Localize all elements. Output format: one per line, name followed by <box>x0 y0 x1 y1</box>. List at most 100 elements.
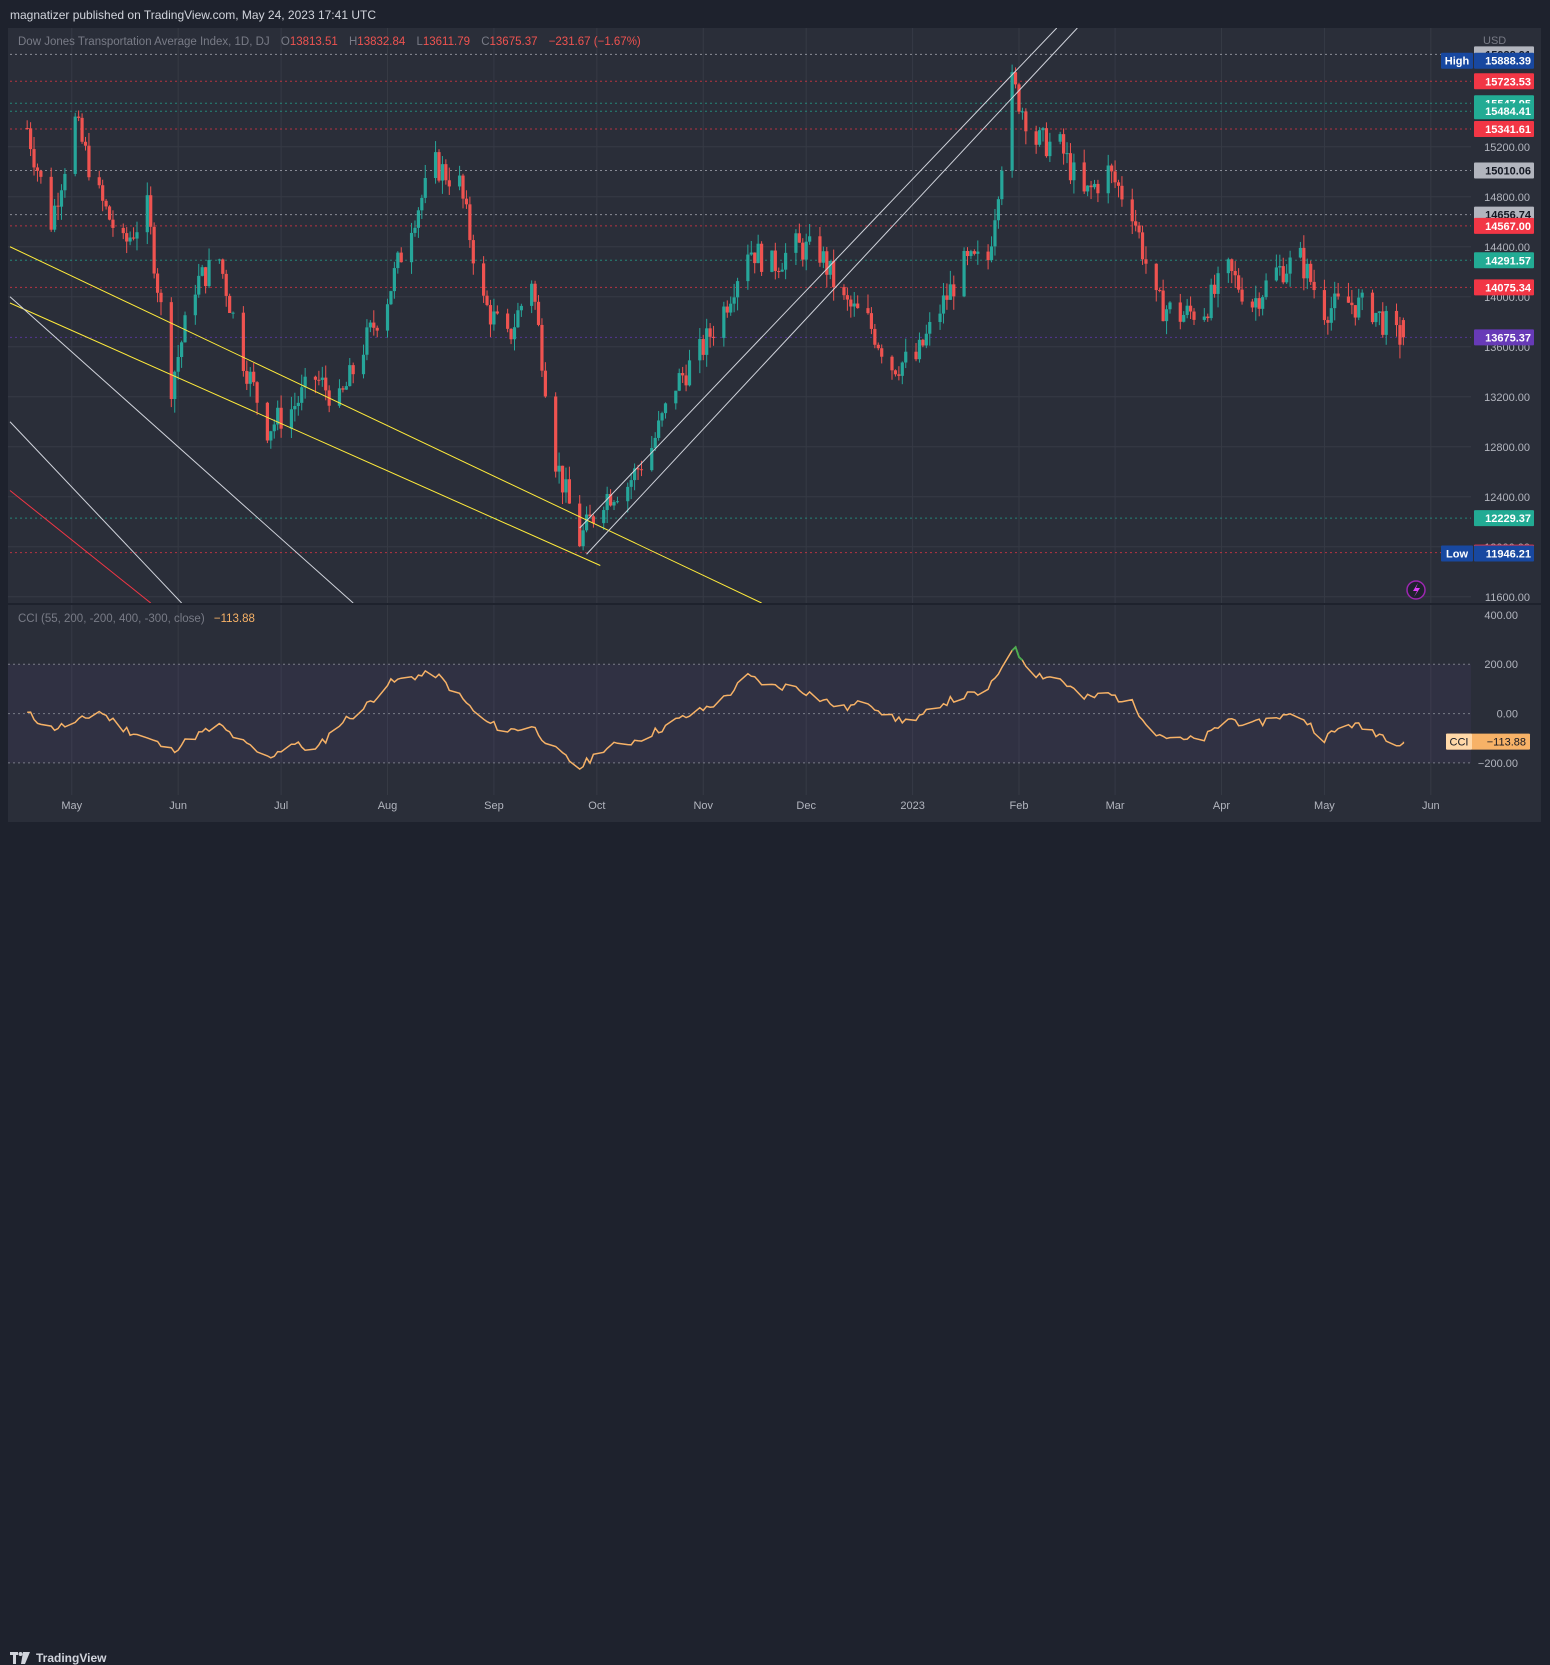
candle-body <box>917 339 922 360</box>
candle-body <box>869 313 874 329</box>
candle-body <box>77 116 81 118</box>
candle-body <box>536 301 541 325</box>
candle-body <box>1285 273 1289 283</box>
candle-body <box>516 310 520 328</box>
candle-body <box>581 530 585 547</box>
candle-body <box>533 283 537 302</box>
price-tick: 15200.00 <box>1484 142 1530 154</box>
candle-body <box>53 205 57 230</box>
candle-body <box>928 322 932 334</box>
price-label: 15888.39 High <box>1441 52 1534 69</box>
downtrend-line-upper[interactable] <box>9 246 762 603</box>
candle-body <box>1000 170 1004 200</box>
candle-body <box>969 251 973 257</box>
candle-body <box>1164 309 1169 322</box>
candle-body <box>440 164 445 181</box>
cci-legend-value: −113.88 <box>214 613 255 625</box>
candle-body <box>540 324 544 371</box>
pane-separator <box>8 603 1541 605</box>
price-label: 15484.41 <box>1474 103 1534 120</box>
cci-settings: CCI (55, 200, -200, 400, -300, close) <box>18 613 205 625</box>
candle-body <box>698 339 702 361</box>
candle-body <box>1254 298 1258 308</box>
chart-svg[interactable]: 15200.0014800.0014400.0014000.0013600.00… <box>0 0 1550 855</box>
candle-body <box>457 175 462 187</box>
candle-body <box>1384 310 1388 335</box>
diagonal-line-2[interactable] <box>9 421 182 603</box>
candle-body <box>217 259 221 261</box>
candle-body <box>636 468 640 470</box>
horizontal-levels <box>10 53 1471 554</box>
candle-body <box>300 387 304 403</box>
candle-body <box>416 210 420 228</box>
candle-body <box>612 502 616 506</box>
candle-body <box>1113 171 1117 183</box>
candle-body <box>1381 311 1385 335</box>
tradingview-logo[interactable]: TradingView <box>10 1651 106 1665</box>
candle-body <box>677 373 681 391</box>
alert-icon[interactable] <box>1406 580 1426 600</box>
cci-tick: −200.00 <box>1478 758 1518 770</box>
candle-body <box>650 447 654 471</box>
candle-body <box>1154 263 1158 291</box>
channel-line-upper[interactable] <box>579 28 1058 529</box>
candle-body <box>179 342 184 357</box>
price-tick: 12400.00 <box>1484 492 1530 504</box>
candle-body <box>639 469 644 471</box>
candle-body <box>759 243 764 272</box>
downtrend-line-lower[interactable] <box>9 302 601 566</box>
candle-body <box>1237 275 1241 290</box>
candle-body <box>512 327 517 340</box>
cci-label-value: −113.88 <box>1487 737 1526 749</box>
candle-body <box>107 206 112 220</box>
candle-body <box>972 251 976 254</box>
candle-body <box>351 365 355 375</box>
cci-pane <box>8 645 1471 771</box>
candle-body <box>83 141 88 146</box>
candle-body <box>945 295 949 300</box>
svg-text:11946.21: 11946.21 <box>1486 548 1531 560</box>
price-label: 14291.57 <box>1474 252 1534 269</box>
candle-body <box>749 252 753 255</box>
time-tick: Oct <box>588 800 605 812</box>
open-value: 13813.51 <box>290 36 338 48</box>
symbol-name: Dow Jones Transportation Average Index, … <box>18 36 270 48</box>
candle-body <box>1226 259 1230 274</box>
channel-line-lower[interactable] <box>586 28 1078 555</box>
candle-body <box>159 292 163 303</box>
candle-body <box>852 303 856 307</box>
diagonal-line-1[interactable] <box>9 296 354 603</box>
chart-pane[interactable] <box>8 28 1541 822</box>
candle-body <box>1209 284 1213 319</box>
candle-body <box>372 322 376 328</box>
candle-body <box>567 479 572 504</box>
candle-body <box>722 306 726 338</box>
candle-body <box>777 271 781 273</box>
candle-body <box>1144 259 1148 264</box>
svg-text:12229.37: 12229.37 <box>1485 513 1531 525</box>
candle-body <box>1130 199 1134 222</box>
candle-body <box>207 260 211 287</box>
candle-body <box>1044 128 1049 157</box>
candle-body <box>801 242 805 260</box>
svg-text:15888.39: 15888.39 <box>1485 56 1531 68</box>
candles <box>25 64 1405 551</box>
candle-body <box>1309 263 1313 282</box>
candle-body <box>279 407 283 429</box>
time-tick: Jun <box>169 800 187 812</box>
candle-body <box>1048 141 1052 157</box>
candle-body <box>468 204 472 241</box>
time-tick: 2023 <box>900 800 924 812</box>
candle-body <box>25 128 29 129</box>
diagonal-line-red[interactable] <box>9 490 152 604</box>
svg-text:15723.53: 15723.53 <box>1485 76 1531 88</box>
candle-body <box>842 287 846 296</box>
candle-body <box>87 145 91 178</box>
candle-body <box>1202 316 1206 320</box>
candle-body <box>1037 130 1042 145</box>
candle-body <box>674 390 678 404</box>
publish-bar: magnatizer published on TradingView.com,… <box>0 0 1550 28</box>
candle-body <box>914 351 918 360</box>
candle-body <box>615 501 620 503</box>
candle-body <box>1041 128 1045 131</box>
